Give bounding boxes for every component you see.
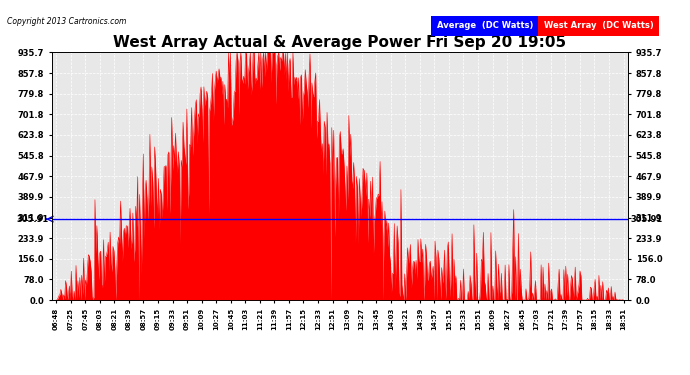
Text: 305.91: 305.91: [631, 214, 663, 223]
Text: Copyright 2013 Cartronics.com: Copyright 2013 Cartronics.com: [7, 17, 126, 26]
Text: 305.91: 305.91: [17, 214, 49, 223]
Text: West Array  (DC Watts): West Array (DC Watts): [544, 21, 653, 30]
Text: Average  (DC Watts): Average (DC Watts): [437, 21, 533, 30]
Title: West Array Actual & Average Power Fri Sep 20 19:05: West Array Actual & Average Power Fri Se…: [113, 35, 566, 50]
